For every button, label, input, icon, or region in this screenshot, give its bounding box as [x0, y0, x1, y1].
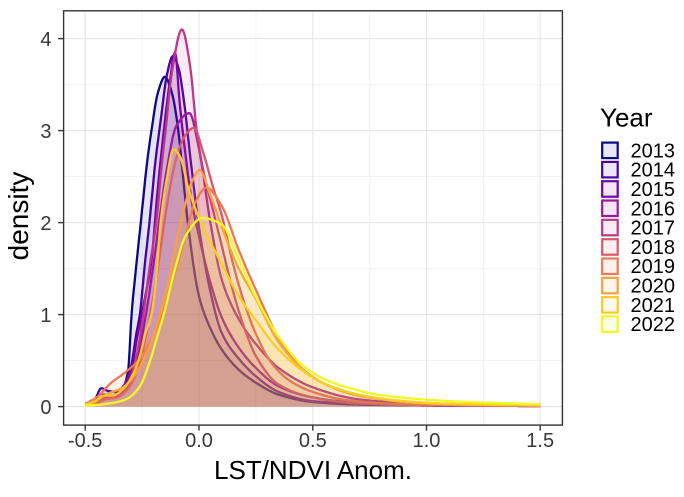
svg-text:2015: 2015 [631, 179, 676, 201]
svg-text:2020: 2020 [631, 276, 676, 298]
svg-text:2013: 2013 [631, 140, 676, 162]
svg-text:LST/NDVI Anom.: LST/NDVI Anom. [214, 455, 412, 485]
svg-text:2021: 2021 [631, 295, 676, 317]
svg-text:4: 4 [40, 29, 51, 51]
svg-text:0.5: 0.5 [299, 430, 327, 452]
svg-text:2018: 2018 [631, 237, 676, 259]
svg-text:density: density [3, 172, 34, 261]
svg-text:2022: 2022 [631, 314, 676, 336]
svg-text:Year: Year [600, 103, 653, 133]
svg-text:0: 0 [40, 397, 51, 419]
svg-text:1.0: 1.0 [413, 430, 441, 452]
svg-text:1: 1 [40, 305, 51, 327]
svg-text:-0.5: -0.5 [68, 430, 102, 452]
svg-text:0.0: 0.0 [185, 430, 213, 452]
svg-text:2014: 2014 [631, 160, 676, 182]
svg-text:2: 2 [40, 213, 51, 235]
svg-text:2017: 2017 [631, 218, 676, 240]
svg-text:1.5: 1.5 [526, 430, 554, 452]
svg-text:2019: 2019 [631, 256, 676, 278]
svg-text:2016: 2016 [631, 198, 676, 220]
svg-text:3: 3 [40, 121, 51, 143]
